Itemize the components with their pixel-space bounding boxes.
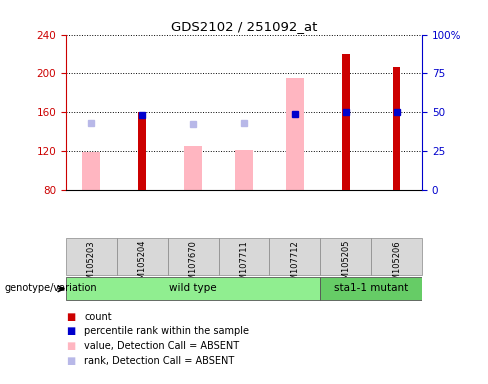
Text: wild type: wild type [169,283,217,293]
Bar [342,54,349,190]
Text: rank, Detection Call = ABSENT: rank, Detection Call = ABSENT [84,356,235,366]
Text: percentile rank within the sample: percentile rank within the sample [84,326,249,336]
Bar [235,150,253,190]
Text: genotype/variation: genotype/variation [5,283,98,293]
Text: ■: ■ [66,341,75,351]
Bar [393,66,401,190]
Title: GDS2102 / 251092_at: GDS2102 / 251092_at [171,20,317,33]
Text: sta1-1 mutant: sta1-1 mutant [334,283,408,293]
Text: GSM107711: GSM107711 [240,240,248,291]
FancyBboxPatch shape [66,238,117,275]
Text: GSM105204: GSM105204 [138,240,147,290]
Bar [82,152,100,190]
Text: count: count [84,312,112,322]
Bar [184,146,202,190]
FancyBboxPatch shape [371,238,422,275]
FancyBboxPatch shape [321,276,422,300]
Bar [286,78,304,190]
Text: GSM107712: GSM107712 [290,240,300,291]
Text: GSM107670: GSM107670 [188,240,198,291]
Text: GSM105206: GSM105206 [392,240,401,291]
Text: ■: ■ [66,326,75,336]
FancyBboxPatch shape [219,238,269,275]
FancyBboxPatch shape [117,238,167,275]
Text: GSM105205: GSM105205 [341,240,350,290]
FancyBboxPatch shape [66,276,320,300]
Text: ■: ■ [66,356,75,366]
Bar [139,112,146,190]
FancyBboxPatch shape [321,238,371,275]
Text: value, Detection Call = ABSENT: value, Detection Call = ABSENT [84,341,240,351]
Text: GSM105203: GSM105203 [87,240,96,291]
Text: ■: ■ [66,312,75,322]
FancyBboxPatch shape [269,238,320,275]
FancyBboxPatch shape [168,238,219,275]
